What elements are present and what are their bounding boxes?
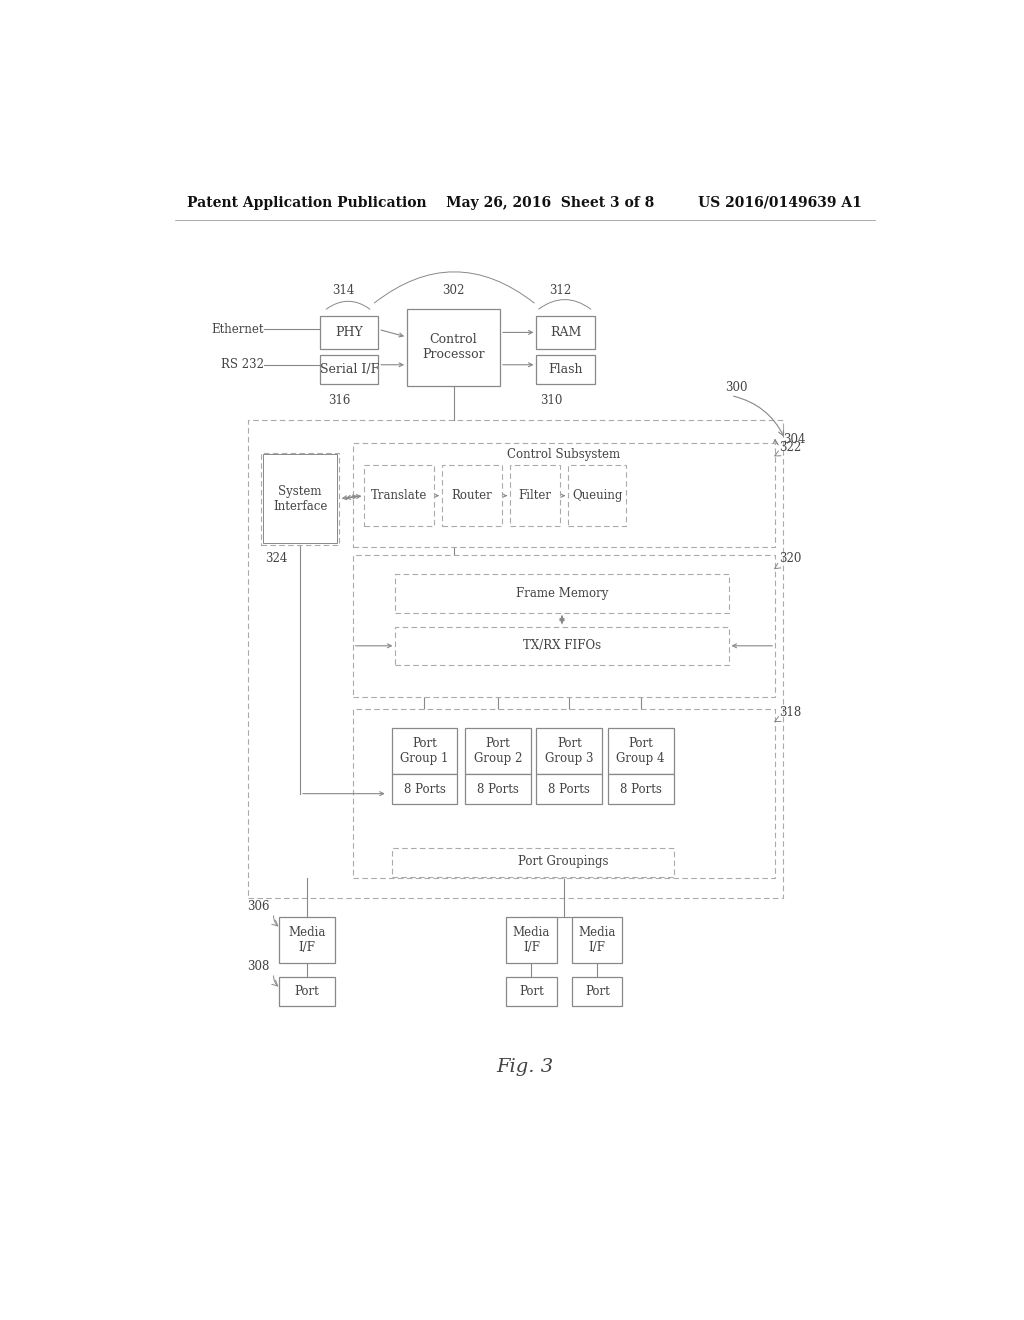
Text: Port: Port xyxy=(295,985,319,998)
Bar xyxy=(407,309,500,385)
Bar xyxy=(248,420,783,898)
Text: 322: 322 xyxy=(779,441,801,454)
Text: 8 Ports: 8 Ports xyxy=(549,783,590,796)
Text: 300: 300 xyxy=(725,381,748,395)
Text: Queuing: Queuing xyxy=(572,490,623,502)
Bar xyxy=(391,775,458,804)
Text: Media
I/F: Media I/F xyxy=(579,925,616,954)
Text: 324: 324 xyxy=(265,552,288,565)
Text: Port
Group 2: Port Group 2 xyxy=(474,738,522,766)
Text: 304: 304 xyxy=(783,433,805,446)
Bar xyxy=(465,729,531,775)
Text: Port
Group 3: Port Group 3 xyxy=(545,738,594,766)
Bar xyxy=(537,775,602,804)
Text: Patent Application Publication    May 26, 2016  Sheet 3 of 8         US 2016/014: Patent Application Publication May 26, 2… xyxy=(187,197,862,210)
Text: Flash: Flash xyxy=(548,363,583,376)
Bar xyxy=(395,627,729,665)
Text: Port
Group 4: Port Group 4 xyxy=(616,738,665,766)
Text: 8 Ports: 8 Ports xyxy=(403,783,445,796)
Bar xyxy=(607,729,674,775)
Text: Control
Processor: Control Processor xyxy=(422,333,484,362)
Bar xyxy=(537,729,602,775)
Text: TX/RX FIFOs: TX/RX FIFOs xyxy=(523,639,601,652)
Text: Port: Port xyxy=(585,985,609,998)
Bar xyxy=(261,453,339,545)
Text: PHY: PHY xyxy=(336,326,364,339)
Text: Port: Port xyxy=(519,985,544,998)
Bar xyxy=(510,465,560,527)
Bar xyxy=(395,574,729,612)
Text: 316: 316 xyxy=(328,395,350,408)
Text: Fig. 3: Fig. 3 xyxy=(497,1059,553,1076)
Bar xyxy=(352,709,775,878)
Bar xyxy=(352,444,775,548)
Bar xyxy=(572,917,623,964)
Bar xyxy=(321,355,378,384)
Bar xyxy=(506,917,557,964)
Bar xyxy=(280,977,335,1006)
Bar xyxy=(506,977,557,1006)
Text: RAM: RAM xyxy=(550,326,582,339)
Bar xyxy=(365,465,434,527)
Text: 314: 314 xyxy=(332,284,354,297)
Bar xyxy=(537,355,595,384)
Text: Control Subsystem: Control Subsystem xyxy=(507,447,621,461)
Bar xyxy=(442,465,503,527)
Bar xyxy=(607,775,674,804)
Text: 308: 308 xyxy=(248,961,270,973)
Text: 310: 310 xyxy=(541,395,562,408)
Text: Ethernet: Ethernet xyxy=(211,323,263,335)
Text: Serial I/F: Serial I/F xyxy=(319,363,379,376)
Text: Translate: Translate xyxy=(371,490,427,502)
Text: Filter: Filter xyxy=(519,490,552,502)
Bar xyxy=(568,465,627,527)
Text: 320: 320 xyxy=(779,552,802,565)
Bar xyxy=(280,917,335,964)
Bar xyxy=(572,977,623,1006)
Bar xyxy=(391,847,674,876)
Bar xyxy=(391,729,458,775)
Text: Router: Router xyxy=(452,490,493,502)
Text: 318: 318 xyxy=(779,706,801,719)
Bar xyxy=(352,554,775,697)
Text: 312: 312 xyxy=(549,284,571,297)
Text: 8 Ports: 8 Ports xyxy=(477,783,519,796)
Text: Port Groupings: Port Groupings xyxy=(518,855,609,869)
Text: Frame Memory: Frame Memory xyxy=(516,587,608,601)
Bar xyxy=(321,317,378,348)
Text: 306: 306 xyxy=(248,900,270,913)
Text: Media
I/F: Media I/F xyxy=(289,925,326,954)
Text: 8 Ports: 8 Ports xyxy=(620,783,662,796)
Text: 302: 302 xyxy=(442,284,465,297)
Text: Media
I/F: Media I/F xyxy=(513,925,550,954)
Bar xyxy=(263,454,337,544)
Bar xyxy=(537,317,595,348)
Text: RS 232: RS 232 xyxy=(220,358,263,371)
Text: System
Interface: System Interface xyxy=(272,484,328,512)
Text: Port
Group 1: Port Group 1 xyxy=(400,738,449,766)
Bar xyxy=(465,775,531,804)
